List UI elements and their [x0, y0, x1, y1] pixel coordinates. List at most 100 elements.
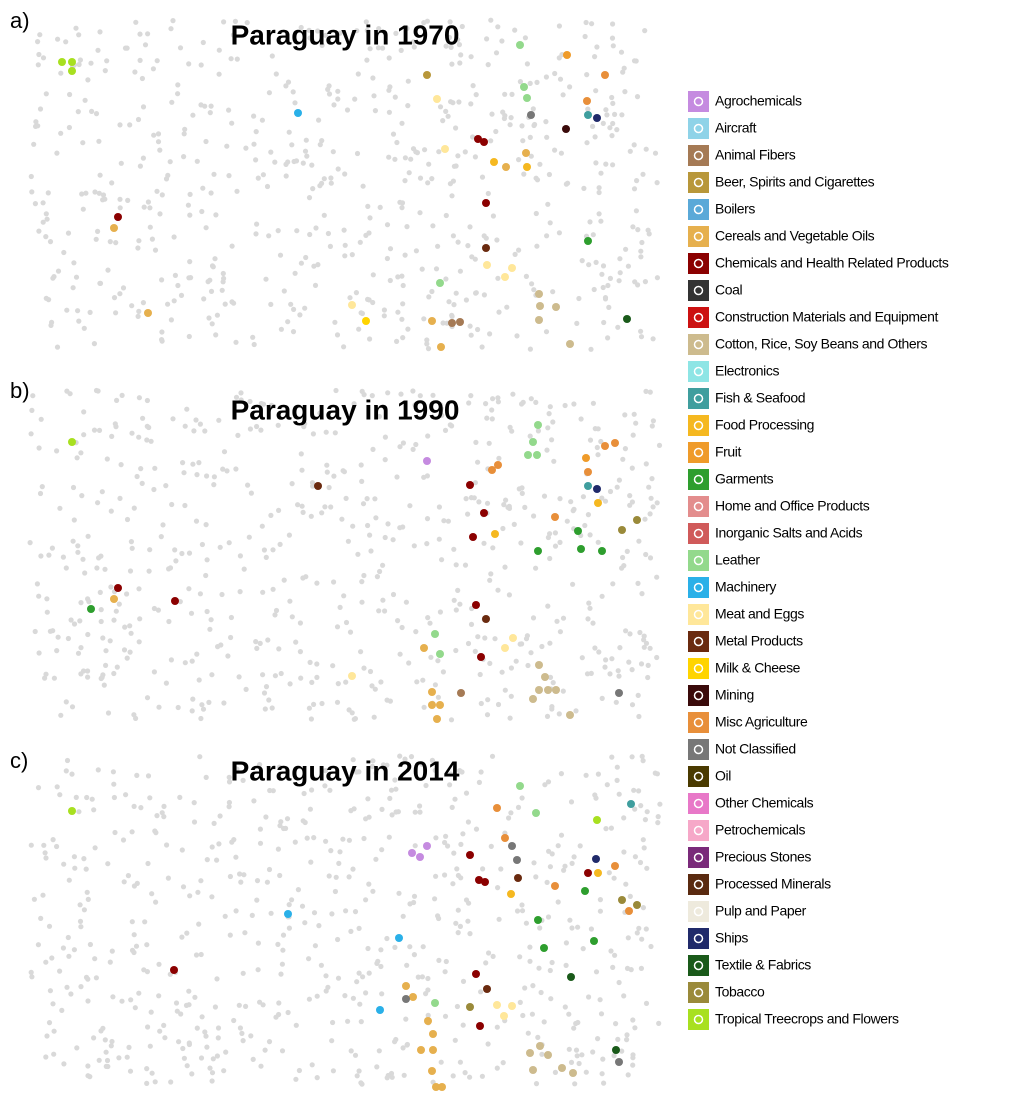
background-node [381, 313, 387, 319]
background-node [349, 252, 355, 258]
legend-icon-glyph [693, 609, 704, 620]
background-node [304, 835, 310, 841]
background-node [634, 178, 640, 184]
background-node [387, 795, 393, 802]
product-node [584, 111, 592, 119]
background-node [473, 92, 479, 98]
background-node [199, 208, 205, 215]
background-node [571, 506, 577, 512]
product-node [408, 849, 416, 857]
background-node [118, 160, 124, 166]
background-node [258, 1063, 264, 1069]
background-node [149, 1070, 155, 1076]
background-node [545, 603, 551, 609]
product-node [536, 1042, 544, 1050]
background-node [363, 19, 369, 25]
background-node [149, 891, 155, 897]
background-node [366, 881, 372, 887]
background-node [467, 323, 473, 329]
background-node [481, 540, 487, 546]
background-node [606, 870, 612, 876]
product-node [615, 1058, 623, 1066]
background-node [599, 495, 605, 501]
background-node [585, 616, 591, 622]
product-node [456, 318, 464, 326]
background-node [547, 674, 554, 681]
background-node [181, 131, 187, 137]
background-node [239, 1030, 245, 1036]
background-node [132, 69, 138, 75]
background-node [537, 161, 543, 167]
background-node [536, 965, 542, 971]
background-node [198, 715, 204, 722]
background-node [358, 462, 364, 468]
background-node [410, 39, 417, 45]
legend-label: Misc Agriculture [715, 714, 808, 730]
product-node [402, 982, 410, 990]
background-node [177, 599, 183, 605]
background-node [560, 615, 567, 621]
background-node [641, 845, 647, 851]
background-node [203, 138, 209, 145]
background-node [261, 690, 268, 696]
background-node [395, 618, 401, 624]
background-node [463, 897, 470, 903]
background-node [585, 511, 592, 518]
background-node [647, 555, 654, 561]
background-node [428, 654, 434, 660]
background-node [514, 908, 521, 914]
background-node [435, 658, 441, 664]
background-node [487, 577, 493, 583]
background-node [72, 865, 78, 871]
background-node [539, 1051, 545, 1057]
background-node [638, 965, 645, 972]
background-node [406, 170, 412, 176]
background-node [453, 607, 459, 613]
product-node [494, 461, 502, 469]
background-node [448, 717, 455, 723]
panel: b)Paraguay in 1990 [10, 378, 663, 723]
background-node [440, 669, 446, 675]
background-node [133, 19, 139, 25]
background-node [110, 769, 116, 775]
background-node [455, 37, 461, 43]
background-node [616, 979, 622, 986]
background-node [573, 708, 579, 714]
background-node [627, 502, 633, 508]
background-node [198, 878, 204, 884]
background-node [432, 896, 438, 902]
background-node [255, 940, 261, 946]
background-node [403, 599, 409, 605]
background-node [443, 833, 449, 839]
background-node [547, 640, 553, 646]
background-node [399, 273, 405, 279]
background-node [307, 231, 313, 238]
background-node [210, 1056, 216, 1062]
background-node [520, 1012, 526, 1019]
background-node [209, 672, 215, 678]
background-node [519, 641, 525, 647]
background-node [35, 942, 42, 948]
background-node [165, 875, 171, 881]
background-node [606, 304, 612, 310]
background-node [151, 669, 157, 675]
background-node [64, 307, 70, 313]
background-node [76, 61, 82, 68]
background-node [351, 806, 357, 812]
background-node [643, 388, 649, 394]
background-node [209, 1078, 215, 1084]
background-node [512, 251, 518, 257]
background-node [405, 78, 411, 84]
background-node [594, 44, 600, 50]
background-node [159, 277, 165, 283]
background-node [65, 635, 71, 642]
product-node [536, 302, 544, 310]
background-node [443, 108, 449, 114]
product-node [114, 584, 122, 592]
background-node [220, 466, 226, 472]
background-node [519, 485, 525, 491]
background-node [84, 794, 90, 801]
background-node [530, 615, 537, 621]
background-node [609, 35, 616, 41]
background-node [303, 574, 309, 580]
